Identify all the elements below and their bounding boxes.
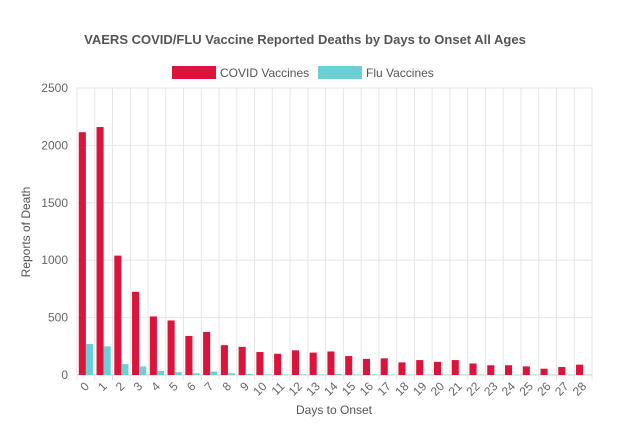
covid-bar[interactable] xyxy=(185,335,193,375)
y-tick-label: 0 xyxy=(61,368,68,382)
flu-bar[interactable] xyxy=(352,374,360,375)
covid-bar[interactable] xyxy=(149,316,157,375)
covid-bar[interactable] xyxy=(96,127,104,375)
covid-bar[interactable] xyxy=(327,351,335,375)
x-axis-title: Days to Onset xyxy=(296,403,373,417)
flu-bar[interactable] xyxy=(316,374,324,375)
covid-bar[interactable] xyxy=(504,365,513,375)
flu-bar[interactable] xyxy=(263,374,271,375)
x-tick-label: 8 xyxy=(219,379,234,394)
y-axis-title: Reports of Death xyxy=(19,187,33,278)
x-axis-ticks: 0 1 2 3 4 5 6 7 8 910 1112131415161718192021222324… xyxy=(77,379,589,399)
flu-bar[interactable] xyxy=(85,344,93,375)
flu-bar[interactable] xyxy=(281,374,289,375)
x-tick-label: 9 xyxy=(237,379,252,394)
legend-label-covid[interactable]: COVID Vaccines xyxy=(220,66,309,80)
covid-bar[interactable] xyxy=(132,291,140,375)
covid-bar[interactable] xyxy=(256,352,264,375)
covid-bar[interactable] xyxy=(398,362,406,375)
covid-bar[interactable] xyxy=(291,350,299,375)
covid-bar[interactable] xyxy=(576,364,584,375)
flu-bar[interactable] xyxy=(210,371,218,375)
x-tick-label: 3 xyxy=(131,379,146,394)
flu-bar[interactable] xyxy=(227,373,236,375)
covid-bar[interactable] xyxy=(309,352,317,375)
legend[interactable]: COVID Vaccines Flu Vaccines xyxy=(172,66,434,80)
bars xyxy=(78,127,591,375)
y-tick-label: 1500 xyxy=(41,196,68,210)
y-tick-label: 500 xyxy=(48,311,68,325)
covid-bar[interactable] xyxy=(522,366,530,375)
x-tick-label: 0 xyxy=(77,379,92,394)
covid-bar[interactable] xyxy=(114,255,122,375)
covid-bar[interactable] xyxy=(380,358,388,375)
covid-bar[interactable] xyxy=(540,368,548,375)
x-tick-label: 2 xyxy=(113,379,128,394)
gridlines xyxy=(76,87,593,380)
covid-bar[interactable] xyxy=(345,356,353,375)
x-tick-label: 28 xyxy=(570,379,590,399)
covid-bar[interactable] xyxy=(558,366,566,375)
legend-swatch-flu[interactable] xyxy=(318,66,362,79)
chart-title: VAERS COVID/FLU Vaccine Reported Deaths … xyxy=(84,32,526,47)
y-tick-label: 2000 xyxy=(41,138,68,152)
legend-label-flu[interactable]: Flu Vaccines xyxy=(366,66,434,80)
legend-swatch-covid[interactable] xyxy=(172,66,216,79)
covid-bar[interactable] xyxy=(220,345,228,375)
flu-bar[interactable] xyxy=(298,374,307,375)
covid-bar[interactable] xyxy=(487,365,495,375)
flu-bar[interactable] xyxy=(174,372,182,375)
x-tick-label: 6 xyxy=(184,379,199,394)
y-axis-ticks: 0 500 1000 1500 2000 2500 xyxy=(41,81,68,382)
flu-bar[interactable] xyxy=(121,364,129,375)
flu-bar[interactable] xyxy=(192,373,200,375)
x-tick-label: 7 xyxy=(202,379,217,394)
covid-bar[interactable] xyxy=(451,360,459,375)
covid-bar[interactable] xyxy=(167,320,175,375)
covid-bar[interactable] xyxy=(274,353,282,375)
flu-bar[interactable] xyxy=(139,366,147,375)
flu-bar[interactable] xyxy=(370,374,378,375)
covid-bar[interactable] xyxy=(362,358,371,375)
y-tick-label: 1000 xyxy=(41,253,68,267)
covid-bar[interactable] xyxy=(469,363,477,375)
covid-bar[interactable] xyxy=(238,346,246,375)
x-tick-label: 1 xyxy=(95,379,110,394)
y-tick-label: 2500 xyxy=(41,81,68,95)
flu-bar[interactable] xyxy=(103,346,111,375)
x-tick-label: 4 xyxy=(148,379,163,394)
covid-bar[interactable] xyxy=(78,132,86,375)
flu-bar[interactable] xyxy=(334,373,342,375)
x-tick-label: 5 xyxy=(166,379,181,394)
flu-bar[interactable] xyxy=(156,370,165,375)
flu-bar[interactable] xyxy=(245,373,253,375)
covid-bar[interactable] xyxy=(203,331,211,375)
covid-bar[interactable] xyxy=(416,360,424,375)
x-tick-label: 10 xyxy=(250,379,270,399)
covid-bar[interactable] xyxy=(433,361,442,375)
